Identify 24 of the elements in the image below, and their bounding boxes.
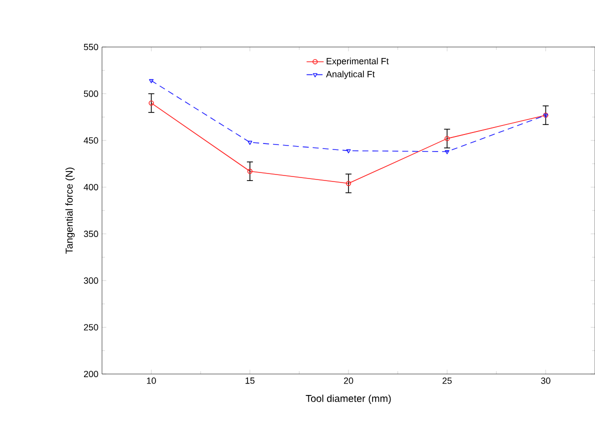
point: [346, 180, 352, 186]
point: [149, 79, 154, 84]
x-axis-title: Tool diameter (mm): [306, 394, 391, 404]
x-tick-label: 20: [344, 378, 354, 384]
x-tick-label: 25: [442, 378, 452, 384]
y-tick-label: 450: [84, 137, 98, 144]
point: [247, 168, 252, 174]
point: [444, 150, 450, 154]
y-tick-label: 500: [84, 90, 98, 97]
y-tick-label: 550: [84, 44, 98, 50]
legend-label: Experimental Ft: [326, 58, 389, 66]
y-tick-label: 300: [84, 277, 98, 284]
y-tick-label: 250: [84, 324, 98, 330]
x-tick-label: 15: [246, 378, 255, 384]
point: [444, 136, 450, 142]
point: [346, 149, 351, 154]
y-tick-label: 350: [84, 230, 98, 238]
x-tick-label: 30: [541, 378, 550, 384]
legend-label: Analytical Ft: [326, 70, 375, 80]
point: [248, 140, 252, 145]
y-tick-label: 200: [84, 370, 98, 378]
y-tick-label: 400: [84, 184, 98, 190]
y-axis-title: Tangential force (N): [65, 168, 75, 254]
x-tick-label: 10: [147, 378, 156, 384]
